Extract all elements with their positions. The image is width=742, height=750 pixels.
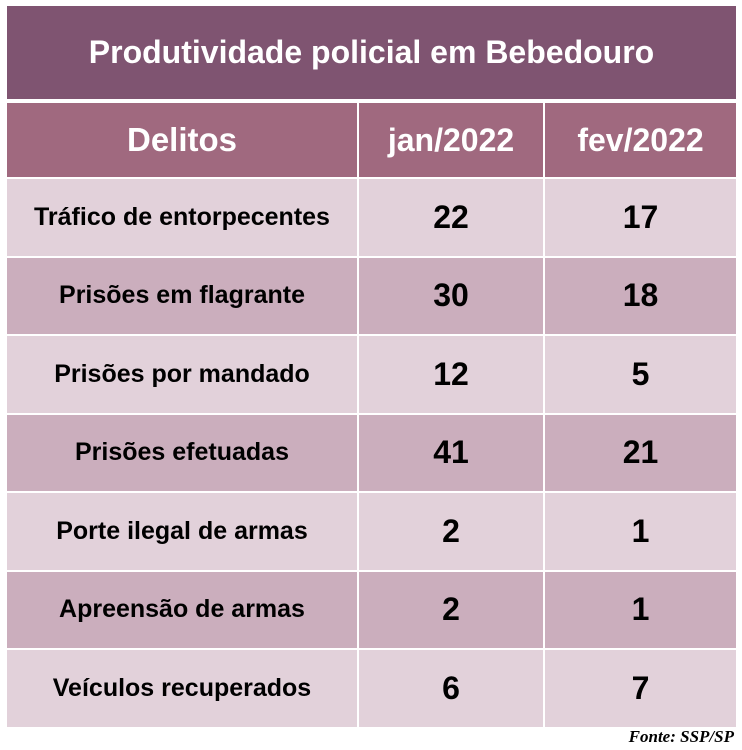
column-header-jan: jan/2022 [358,101,545,179]
row-label: Veículos recuperados [7,648,359,729]
row-label: Prisões por mandado [7,334,359,415]
table-row: Prisões em flagrante 30 18 [7,255,736,336]
table-row: Veículos recuperados 6 7 [7,648,736,729]
value-fev: 18 [544,255,736,336]
table-body: Tráfico de entorpecentes 22 17 Prisões em f… [7,177,736,729]
value-jan: 22 [358,177,545,258]
value-jan: 6 [358,648,545,729]
column-header-fev: fev/2022 [544,101,736,179]
productivity-table: Delitos jan/2022 fev/2022 Tráfico de ent… [7,101,736,729]
value-fev: 17 [544,177,736,258]
row-label: Prisões efetuadas [7,412,359,493]
value-fev: 1 [544,491,736,572]
table-row: Tráfico de entorpecentes 22 17 [7,177,736,258]
table-row: Prisões por mandado 12 5 [7,334,736,415]
value-jan: 2 [358,569,545,650]
table-row: Apreensão de armas 2 1 [7,569,736,650]
value-fev: 5 [544,334,736,415]
table-row: Prisões efetuadas 41 21 [7,412,736,493]
table-title: Produtividade policial em Bebedouro [7,6,736,101]
value-fev: 7 [544,648,736,729]
column-header-delitos: Delitos [7,101,359,179]
value-fev: 1 [544,569,736,650]
table-row: Porte ilegal de armas 2 1 [7,491,736,572]
header-row: Delitos jan/2022 fev/2022 [7,101,736,179]
value-jan: 41 [358,412,545,493]
data-table: Produtividade policial em Bebedouro Deli… [7,6,736,729]
value-fev: 21 [544,412,736,493]
value-jan: 12 [358,334,545,415]
value-jan: 30 [358,255,545,336]
row-label: Porte ilegal de armas [7,491,359,572]
source-note: Fonte: SSP/SP [628,727,734,746]
row-label: Tráfico de entorpecentes [7,177,359,258]
row-label: Apreensão de armas [7,569,359,650]
value-jan: 2 [358,491,545,572]
row-label: Prisões em flagrante [7,255,359,336]
